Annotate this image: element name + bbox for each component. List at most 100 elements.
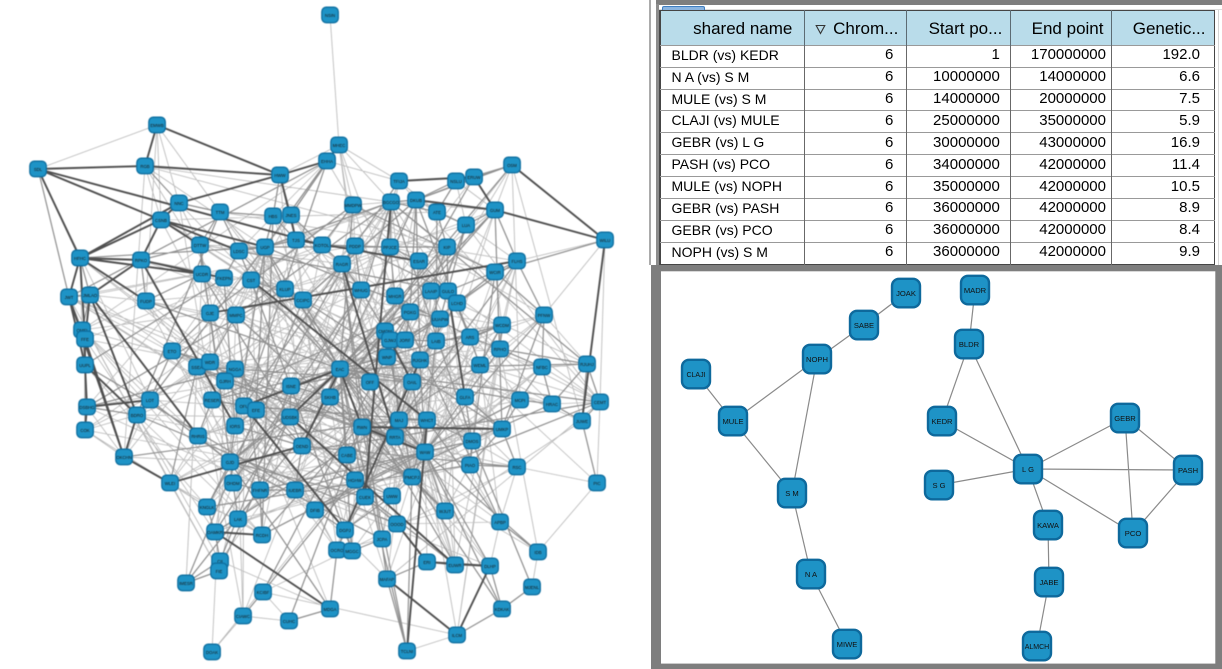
svg-text:TTM: TTM <box>216 210 225 215</box>
svg-text:RSC: RSC <box>512 465 521 470</box>
svg-text:JCPA: JCPA <box>377 537 388 542</box>
svg-text:OHDM: OHDM <box>226 481 240 486</box>
svg-text:OAIL: OAIL <box>407 380 417 385</box>
svg-text:WEML: WEML <box>474 363 488 368</box>
svg-text:FUDP: FUDP <box>140 299 152 304</box>
svg-text:OKCHN: OKCHN <box>116 455 132 460</box>
svg-text:HWW: HWW <box>274 173 286 178</box>
svg-text:MADR: MADR <box>964 286 987 295</box>
svg-text:CSNB: CSNB <box>155 218 167 223</box>
svg-text:ALMCH: ALMCH <box>1025 644 1050 651</box>
svg-text:ISNE: ISNE <box>286 384 296 389</box>
svg-text:WNP: WNP <box>382 355 392 360</box>
svg-text:KCIBF: KCIBF <box>257 590 270 595</box>
svg-text:CST: CST <box>247 278 256 283</box>
svg-text:MHEC: MHEC <box>333 143 346 148</box>
svg-text:RRTA: RRTA <box>389 435 400 440</box>
svg-text:MHGR: MHGR <box>388 294 401 299</box>
svg-text:IMESR: IMESR <box>179 581 193 586</box>
svg-text:APBP: APBP <box>494 520 506 525</box>
svg-text:RCDH: RCDH <box>256 533 268 538</box>
svg-text:WAW: WAW <box>420 450 432 455</box>
svg-text:PASH: PASH <box>1178 466 1198 475</box>
svg-text:OMSI: OMSI <box>77 328 88 333</box>
svg-text:KEDR: KEDR <box>931 417 953 426</box>
svg-text:DLHP: DLHP <box>484 564 496 569</box>
svg-text:GEBR: GEBR <box>1114 414 1136 423</box>
svg-text:S G: S G <box>932 481 945 490</box>
svg-text:NOPH: NOPH <box>806 355 828 364</box>
svg-text:JOAK: JOAK <box>896 289 916 298</box>
svg-text:GJE: GJE <box>206 311 214 316</box>
svg-text:IORS: IORS <box>230 424 241 429</box>
svg-text:TCLNI: TCLNI <box>401 649 413 654</box>
svg-text:GJRH: GJRH <box>219 379 231 384</box>
svg-text:OSM: OSM <box>507 163 517 168</box>
svg-text:MMPC: MMPC <box>229 313 242 318</box>
svg-text:UUAPW: UUAPW <box>432 317 449 322</box>
svg-text:LAAIP: LAAIP <box>425 289 437 294</box>
svg-text:KNGLK: KNGLK <box>200 505 215 510</box>
svg-text:SDL: SDL <box>34 167 43 172</box>
svg-text:OEND: OEND <box>296 444 308 449</box>
svg-text:UGP: UGP <box>260 245 269 250</box>
svg-text:ETO: ETO <box>168 349 177 354</box>
svg-text:COK: COK <box>80 428 89 433</box>
svg-text:PMCPJ: PMCPJ <box>405 475 420 480</box>
svg-text:KIP: KIP <box>444 245 451 250</box>
svg-text:EAC: EAC <box>336 367 345 372</box>
svg-text:KDKAK: KDKAK <box>495 607 510 612</box>
svg-text:EUWR: EUWR <box>448 563 461 568</box>
svg-text:WJUT: WJUT <box>439 509 451 514</box>
svg-text:PFNW: PFNW <box>538 313 552 318</box>
svg-text:GLFA: GLFA <box>460 395 471 400</box>
svg-text:KAWA: KAWA <box>1037 521 1060 530</box>
svg-text:MGGC: MGGC <box>345 549 358 554</box>
svg-text:PGKG: PGKG <box>404 310 417 315</box>
svg-text:EHHA: EHHA <box>321 159 333 164</box>
svg-text:WILU: WILU <box>600 238 611 243</box>
svg-text:MULE: MULE <box>722 417 743 426</box>
svg-text:RPHO: RPHO <box>494 347 507 352</box>
svg-text:LOT: LOT <box>146 398 155 403</box>
svg-text:BLDR: BLDR <box>959 340 980 349</box>
svg-text:CEMT: CEMT <box>594 400 607 405</box>
svg-text:OFU: OFU <box>239 404 248 409</box>
svg-text:GULO: GULO <box>442 289 455 294</box>
svg-text:WCIR: WCIR <box>489 270 500 275</box>
svg-text:TJS: TJS <box>292 238 300 243</box>
svg-text:LDSC: LDSC <box>233 249 244 254</box>
svg-text:CUEK: CUEK <box>359 495 371 500</box>
svg-text:CMOM: CMOM <box>378 329 392 334</box>
svg-text:MJENL: MJENL <box>525 585 540 590</box>
svg-text:SKHB: SKHB <box>324 395 336 400</box>
svg-text:DKUB: DKUB <box>410 198 422 203</box>
svg-text:JNES: JNES <box>286 213 297 218</box>
svg-text:DOAK: DOAK <box>206 650 218 655</box>
svg-text:ILCM: ILCM <box>452 633 463 638</box>
svg-text:PCO: PCO <box>1125 529 1142 538</box>
svg-text:DSBHG: DSBHG <box>79 405 95 410</box>
svg-text:PPJCE: PPJCE <box>383 245 397 250</box>
svg-text:FHFNR: FHFNR <box>253 488 268 493</box>
svg-text:RAGR: RAGR <box>336 262 348 267</box>
svg-text:RPKO: RPKO <box>135 258 148 263</box>
svg-text:JORF: JORF <box>399 338 411 343</box>
svg-text:FKEPN: FKEPN <box>217 276 231 281</box>
svg-text:JUWE: JUWE <box>576 419 588 424</box>
svg-text:FLHS: FLHS <box>512 259 523 264</box>
svg-text:DGPJ: DGPJ <box>339 528 350 533</box>
svg-text:CLAJI: CLAJI <box>686 372 705 379</box>
svg-text:SSEA: SSEA <box>191 365 203 370</box>
svg-text:ERI: ERI <box>423 560 430 565</box>
svg-text:BGCGO: BGCGO <box>383 200 400 205</box>
svg-text:CII: CII <box>217 559 223 564</box>
svg-text:IDB: IDB <box>534 550 541 555</box>
svg-text:CIAWC: CIAWC <box>236 614 250 619</box>
svg-text:LCHD: LCHD <box>451 301 463 306</box>
svg-text:RGB: RGB <box>140 164 149 169</box>
svg-text:IUEBR: IUEBR <box>288 488 301 493</box>
svg-text:GJWJ: GJWJ <box>384 338 396 343</box>
svg-text:ESAR: ESAR <box>413 259 425 264</box>
svg-text:LAK: LAK <box>234 517 242 522</box>
